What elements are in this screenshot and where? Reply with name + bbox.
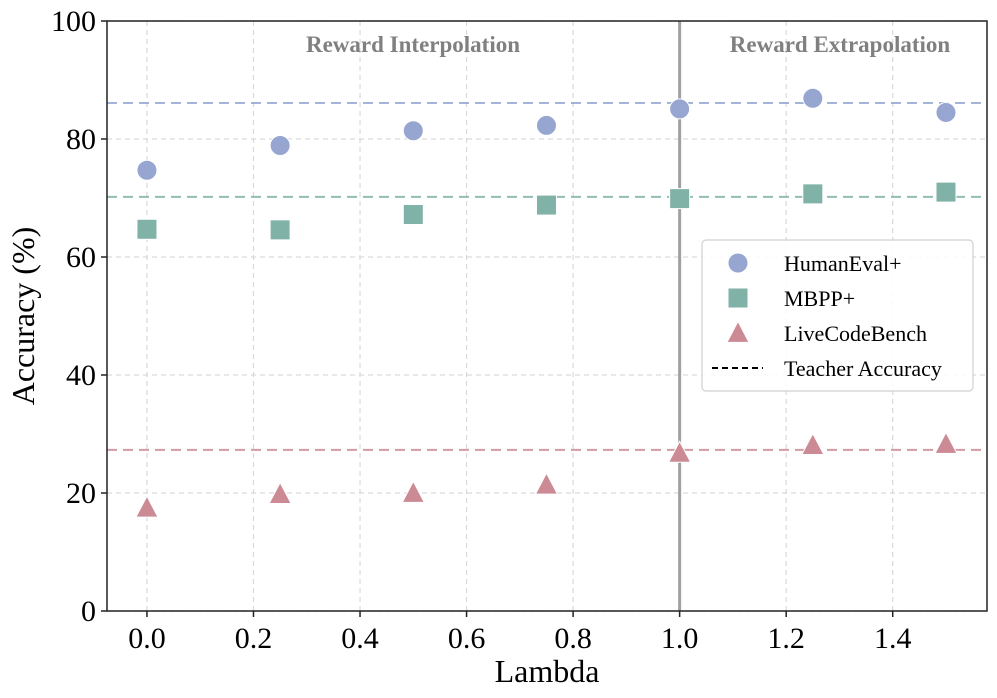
- data-point-square: [669, 188, 691, 210]
- legend-label: LiveCodeBench: [784, 321, 927, 346]
- data-point-triangle: [135, 495, 159, 518]
- legend-label: Teacher Accuracy: [784, 356, 942, 381]
- data-point-square: [269, 219, 291, 241]
- data-point-circle: [802, 87, 824, 109]
- data-point-square: [935, 181, 957, 203]
- legend-label: HumanEval+: [784, 251, 902, 276]
- x-axis-ticks: 0.0 0.2 0.4 0.6 0.8 1.0 1.2 1.4: [128, 611, 911, 655]
- data-point-triangle: [534, 472, 559, 495]
- data-point-circle: [136, 159, 158, 181]
- data-point-circle: [535, 114, 557, 136]
- data-point-triangle: [934, 431, 958, 454]
- data-point-circle: [269, 134, 291, 156]
- annotation-reward-interpolation: Reward Interpolation: [306, 32, 520, 57]
- x-tick-label: 0.0: [128, 622, 166, 655]
- y-tick-label: 80: [66, 123, 96, 156]
- legend-triangle-icon: [726, 320, 750, 343]
- legend: HumanEval+ MBPP+ LiveCodeBench Teacher Accu…: [701, 239, 974, 392]
- x-tick-label: 1.0: [661, 622, 699, 655]
- x-tick-label: 0.8: [554, 622, 592, 655]
- y-tick-label: 60: [66, 241, 96, 274]
- y-tick-label: 40: [66, 359, 96, 392]
- x-tick-label: 1.4: [874, 622, 912, 655]
- legend-label: MBPP+: [784, 286, 855, 311]
- y-tick-label: 100: [51, 5, 96, 38]
- plot-frame: [106, 20, 988, 612]
- x-tick-label: 1.2: [767, 622, 805, 655]
- x-tick-label: 0.2: [235, 622, 273, 655]
- data-point-triangle: [800, 432, 825, 456]
- data-point-square: [136, 218, 158, 240]
- data-point-circle: [935, 101, 957, 123]
- data-point-square: [802, 183, 824, 205]
- data-point-circle: [669, 98, 691, 120]
- data-point-circle: [402, 120, 424, 142]
- data-point-square: [535, 194, 557, 216]
- y-tick-label: 0: [81, 595, 96, 628]
- x-axis-title: Lambda: [495, 653, 600, 689]
- legend-square-icon: [727, 287, 749, 309]
- legend-box: [701, 239, 974, 392]
- data-point-triangle: [268, 481, 292, 505]
- data-points: [135, 87, 958, 518]
- y-tick-label: 20: [66, 477, 96, 510]
- y-axis-title: Accuracy (%): [5, 227, 41, 406]
- data-point-square: [402, 204, 424, 226]
- y-axis-ticks: 0 20 40 60 80 100: [51, 5, 107, 628]
- data-point-triangle: [667, 440, 692, 463]
- x-tick-label: 0.4: [341, 622, 379, 655]
- annotation-reward-extrapolation: Reward Extrapolation: [730, 32, 951, 57]
- data-point-triangle: [401, 480, 426, 503]
- legend-circle-icon: [727, 252, 749, 274]
- x-tick-label: 0.6: [448, 622, 486, 655]
